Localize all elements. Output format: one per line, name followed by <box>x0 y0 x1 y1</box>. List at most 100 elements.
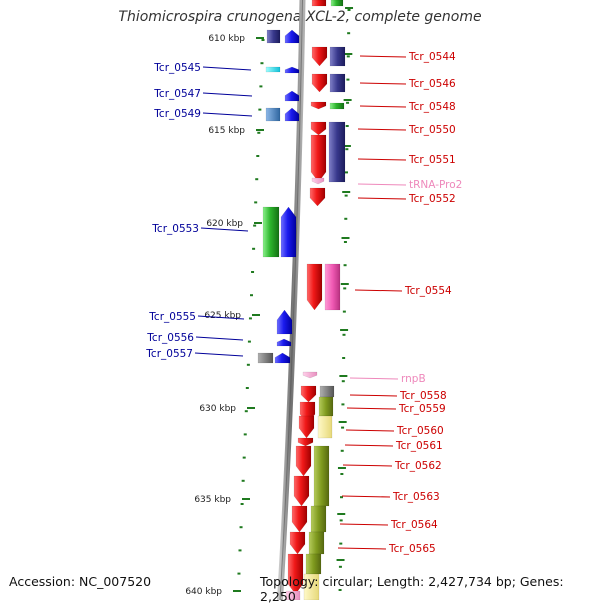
gene-label-left: Tcr_0545 <box>153 62 201 74</box>
gene-leader-line <box>344 444 394 447</box>
gene-label-right: Tcr_0552 <box>408 193 456 205</box>
gene-features <box>257 0 346 600</box>
gene-leader-line <box>349 394 398 397</box>
gene-leader-line <box>349 377 399 380</box>
gene-cds-reverse <box>265 107 281 122</box>
kbp-label: 630 kbp <box>199 404 236 414</box>
gene-cds-reverse <box>284 29 300 44</box>
genome-backbone-edge <box>279 0 303 600</box>
gene-label-left: Tcr_0555 <box>148 311 196 323</box>
gene-cds-forward <box>287 553 304 595</box>
gene-labels: Tcr_0544 Tcr_0546 Tcr_0548 Tcr_0550 Tcr_0551… <box>145 51 462 555</box>
kbp-label: 640 kbp <box>185 587 222 597</box>
gene-leader-line <box>345 429 395 432</box>
kbp-label: 615 kbp <box>208 126 245 136</box>
gene-label-right: rnpB <box>401 373 426 385</box>
gene-cds-category <box>303 573 320 600</box>
gene-cds-reverse <box>284 90 300 102</box>
gene-leader-line <box>339 523 389 526</box>
gene-cds-category <box>313 445 330 507</box>
gene-cds-category <box>324 263 341 311</box>
gene-cds-category <box>329 46 346 67</box>
gene-cds-reverse <box>276 309 293 335</box>
kbp-label: 610 kbp <box>208 34 245 44</box>
gene-label-left: Tcr_0556 <box>146 332 194 344</box>
gene-cds-category <box>308 531 325 555</box>
gene-label-left: Tcr_0553 <box>151 223 199 235</box>
gene-trna <box>311 177 325 185</box>
gene-label-right: Tcr_0551 <box>408 154 456 166</box>
gene-label-right: Tcr_0559 <box>398 403 446 415</box>
gene-label-right: Tcr_0560 <box>396 425 444 437</box>
gene-label-right: Tcr_0544 <box>408 51 456 63</box>
gene-label-left: Tcr_0557 <box>145 348 193 360</box>
gene-label-right: Tcr_0563 <box>392 491 440 503</box>
gene-leader-line <box>197 315 245 320</box>
kbp-label: 635 kbp <box>194 495 231 505</box>
gene-cds-reverse <box>262 206 280 258</box>
gene-label-left: Tcr_0547 <box>153 88 201 100</box>
genome-axis <box>277 0 306 600</box>
gene-cds-reverse <box>274 352 291 364</box>
gene-leader-line <box>337 547 387 550</box>
gene-cds-reverse <box>284 107 300 122</box>
gene-leader-line <box>357 197 407 200</box>
gene-leader-line <box>342 464 393 467</box>
gene-cds-forward <box>300 385 317 403</box>
gene-cds-forward <box>289 531 306 555</box>
gene-cds-forward <box>310 134 327 183</box>
gene-cds-forward <box>311 46 328 67</box>
gene-cds-forward <box>306 263 323 311</box>
gene-leader-line <box>357 128 407 131</box>
gene-cds-forward <box>310 101 327 110</box>
gene-cds-forward <box>310 121 327 136</box>
gene-leader-line <box>359 105 407 108</box>
kbp-label: 620 kbp <box>206 219 243 229</box>
gene-leader-line <box>341 495 391 498</box>
kbp-label: 625 kbp <box>204 311 241 321</box>
gene-label-left: Tcr_0549 <box>153 108 201 120</box>
gene-cds-forward <box>291 505 308 533</box>
gene-cds-reverse <box>280 206 297 258</box>
gene-leader-line <box>195 336 244 341</box>
gene-leader-line <box>200 227 249 232</box>
gene-cds-category <box>305 553 322 575</box>
gene-cds-category <box>318 396 334 417</box>
gene-leader-line <box>202 92 253 97</box>
gene-cds-category <box>329 102 345 110</box>
gene-leader-line <box>359 82 407 85</box>
gene-leader-line <box>346 407 397 410</box>
gene-leader-line <box>202 112 253 117</box>
gene-rna-partial <box>285 590 301 600</box>
gene-cds-reverse <box>257 352 274 364</box>
gene-leader-line <box>354 289 403 292</box>
gene-label-right: Tcr_0558 <box>399 390 447 402</box>
gene-label-right: Tcr_0564 <box>390 519 438 531</box>
gene-label-right: Tcr_0554 <box>404 285 452 297</box>
gene-cds-reverse <box>266 29 281 44</box>
gene-leader-line <box>202 66 252 71</box>
gene-cds-category <box>317 415 333 439</box>
gene-cds-forward <box>295 445 312 477</box>
gene-cds-category <box>319 385 335 398</box>
gene-cds-reverse <box>265 66 281 73</box>
gene-cds-forward <box>311 0 327 7</box>
gene-label-right: Tcr_0550 <box>408 124 456 136</box>
gene-leader-line <box>359 55 407 58</box>
gene-cds-reverse <box>276 338 292 347</box>
gene-cds-category <box>330 0 344 7</box>
gene-cds-forward <box>309 187 326 207</box>
gene-ncrna <box>302 371 318 379</box>
gene-label-right: Tcr_0548 <box>408 101 456 113</box>
scale-ticks: 610 kbp 615 kbp 620 kbp 625 kbp 630 kbp 635 k… <box>185 7 354 597</box>
gene-cds-forward <box>311 73 328 93</box>
gene-leader-line <box>357 158 407 161</box>
gene-cds-forward <box>298 415 315 439</box>
gene-leader-line <box>357 183 407 186</box>
gene-label-right: Tcr_0546 <box>408 78 456 90</box>
gene-leader-line <box>194 352 244 357</box>
gene-cds-forward <box>297 437 314 447</box>
gene-cds-reverse <box>284 66 300 74</box>
gene-cds-category <box>310 505 327 533</box>
